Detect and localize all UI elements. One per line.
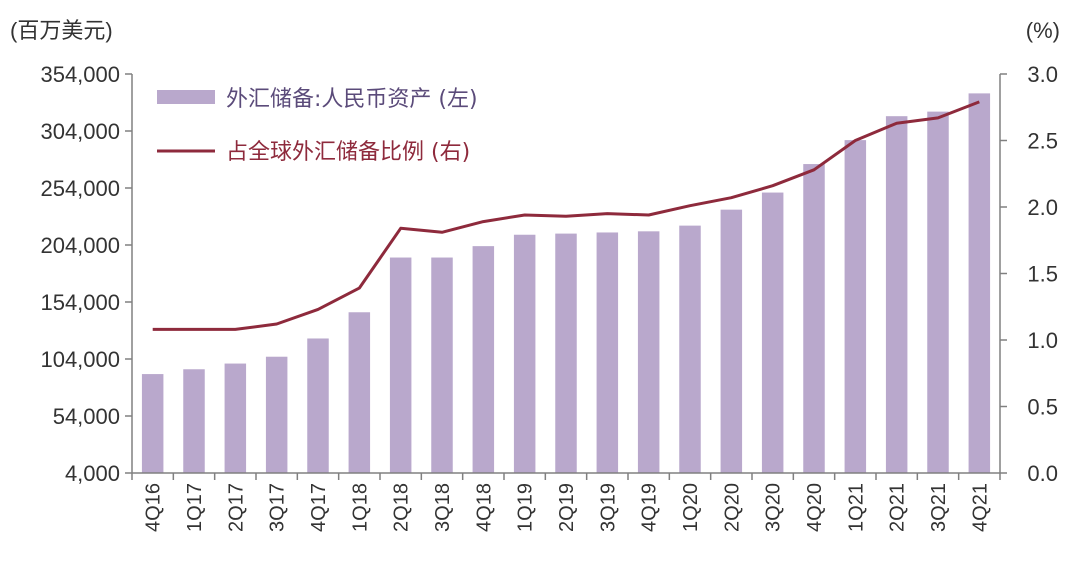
legend: 外汇储备:人民币资产 (左) 占全球外汇储备比例 (右) xyxy=(157,87,478,165)
bar xyxy=(472,246,495,473)
left-tick-label: 4,000 xyxy=(65,461,120,486)
x-tick-label: 1Q18 xyxy=(349,483,371,532)
right-unit-label: (%) xyxy=(1026,18,1060,43)
left-tick-label: 54,000 xyxy=(53,404,120,429)
right-axis-ticks: 0.0 0.5 1.0 1.5 2.0 2.5 3.0 xyxy=(1000,62,1058,486)
bar xyxy=(141,374,164,473)
x-axis-ticks: 4Q16 1Q17 2Q17 3Q17 4Q17 1Q18 2Q18 3Q18 4Q18 1Q19… xyxy=(131,473,1001,532)
line-series-share xyxy=(152,100,980,331)
x-tick-label: 2Q19 xyxy=(556,483,578,532)
legend-bar-label: 外汇储备:人民币资产 (左) xyxy=(226,87,478,112)
bar xyxy=(307,338,329,473)
bar xyxy=(389,257,412,473)
bar xyxy=(844,140,867,473)
bar xyxy=(637,231,660,473)
right-tick-label: 3.0 xyxy=(1027,62,1058,87)
bar xyxy=(513,234,536,473)
right-tick-label: 2.0 xyxy=(1027,195,1058,220)
x-tick-label: 3Q20 xyxy=(763,483,785,532)
bar xyxy=(968,93,991,473)
x-tick-label: 4Q19 xyxy=(639,483,661,532)
x-tick-label: 2Q18 xyxy=(391,483,413,532)
x-tick-label: 4Q16 xyxy=(143,483,165,532)
bar xyxy=(720,209,743,473)
bar xyxy=(679,225,701,473)
x-tick-label: 2Q21 xyxy=(887,483,909,532)
x-tick-label: 3Q18 xyxy=(432,483,454,532)
x-tick-label: 3Q17 xyxy=(267,483,289,532)
x-tick-label: 1Q20 xyxy=(680,483,702,532)
x-tick-label: 4Q17 xyxy=(308,483,330,532)
bar xyxy=(555,233,577,473)
right-tick-label: 0.5 xyxy=(1027,395,1058,420)
x-tick-label: 2Q17 xyxy=(225,483,247,532)
bar xyxy=(803,164,825,473)
left-tick-label: 154,000 xyxy=(40,290,120,315)
bar xyxy=(183,369,205,473)
left-tick-label: 204,000 xyxy=(40,233,120,258)
bar xyxy=(348,312,371,473)
right-tick-label: 1.5 xyxy=(1027,262,1058,287)
watermark: 头条 @财高霸斗 xyxy=(901,533,1062,558)
bar xyxy=(224,363,247,473)
bar xyxy=(885,116,908,474)
x-tick-label: 3Q21 xyxy=(928,483,950,532)
bar xyxy=(431,257,453,473)
bar xyxy=(761,192,784,473)
right-tick-label: 2.5 xyxy=(1027,129,1058,154)
x-tick-label: 4Q18 xyxy=(473,483,495,532)
left-unit-label: (百万美元) xyxy=(10,18,113,43)
left-tick-label: 304,000 xyxy=(40,119,120,144)
left-axis-ticks: 4,000 54,000 104,000 154,000 204,000 254,000 3… xyxy=(40,62,132,486)
x-tick-label: 1Q19 xyxy=(515,483,537,532)
legend-line-label: 占全球外汇储备比例 (右) xyxy=(226,140,470,165)
left-tick-label: 104,000 xyxy=(40,347,120,372)
x-tick-label: 2Q20 xyxy=(721,483,743,532)
left-tick-label: 354,000 xyxy=(40,62,120,87)
bar xyxy=(927,111,949,474)
bar-series xyxy=(141,93,991,474)
x-tick-label: 4Q20 xyxy=(804,483,826,532)
right-tick-label: 0.0 xyxy=(1027,461,1058,486)
right-tick-label: 1.0 xyxy=(1027,328,1058,353)
bar xyxy=(596,232,619,473)
x-tick-label: 3Q19 xyxy=(597,483,619,532)
x-tick-label: 1Q21 xyxy=(845,483,867,532)
legend-bar-swatch xyxy=(157,90,215,104)
x-tick-label: 1Q17 xyxy=(184,483,206,532)
bar xyxy=(265,356,288,473)
x-tick-label: 4Q21 xyxy=(969,483,991,532)
left-tick-label: 254,000 xyxy=(40,176,120,201)
